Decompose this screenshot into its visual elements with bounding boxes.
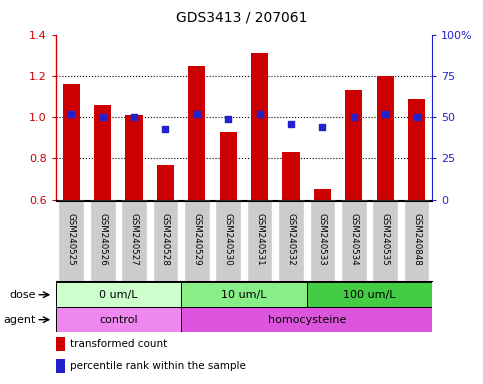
Point — [99, 114, 107, 120]
Bar — [56, 307, 181, 332]
Text: GSM240530: GSM240530 — [224, 213, 233, 266]
Bar — [181, 282, 307, 307]
Text: transformed count: transformed count — [70, 339, 168, 349]
Point — [287, 121, 295, 127]
Text: GSM240848: GSM240848 — [412, 213, 421, 266]
Text: GSM240528: GSM240528 — [161, 213, 170, 266]
Text: 100 um/L: 100 um/L — [343, 290, 396, 300]
FancyBboxPatch shape — [184, 201, 210, 281]
FancyBboxPatch shape — [153, 201, 178, 281]
FancyBboxPatch shape — [404, 201, 429, 281]
Text: GSM240526: GSM240526 — [98, 213, 107, 266]
Bar — [345, 90, 362, 200]
Text: 10 um/L: 10 um/L — [221, 290, 267, 300]
Text: GSM240532: GSM240532 — [286, 213, 296, 266]
FancyBboxPatch shape — [278, 201, 304, 281]
Bar — [307, 282, 432, 307]
Bar — [181, 307, 432, 332]
Point — [256, 111, 264, 117]
Bar — [56, 359, 65, 373]
Text: control: control — [99, 314, 138, 325]
Bar — [157, 165, 174, 200]
FancyBboxPatch shape — [372, 201, 398, 281]
Point — [68, 111, 75, 117]
Text: GSM240525: GSM240525 — [67, 213, 76, 266]
Bar — [220, 132, 237, 200]
Bar — [377, 76, 394, 200]
Bar — [188, 66, 205, 200]
Bar — [63, 84, 80, 200]
Point — [161, 126, 170, 132]
Text: percentile rank within the sample: percentile rank within the sample — [70, 361, 246, 371]
Point — [412, 114, 420, 120]
Text: homocysteine: homocysteine — [268, 314, 346, 325]
Text: 0 um/L: 0 um/L — [99, 290, 138, 300]
Bar — [56, 282, 181, 307]
Bar — [314, 189, 331, 200]
FancyBboxPatch shape — [341, 201, 367, 281]
Point — [193, 111, 201, 117]
Text: GSM240534: GSM240534 — [349, 213, 358, 266]
FancyBboxPatch shape — [121, 201, 147, 281]
Bar — [251, 53, 268, 200]
FancyBboxPatch shape — [247, 201, 272, 281]
FancyBboxPatch shape — [58, 201, 84, 281]
FancyBboxPatch shape — [310, 201, 335, 281]
Point — [350, 114, 357, 120]
Text: GDS3413 / 207061: GDS3413 / 207061 — [176, 10, 307, 24]
Text: GSM240535: GSM240535 — [381, 213, 390, 266]
FancyBboxPatch shape — [90, 201, 115, 281]
FancyBboxPatch shape — [215, 201, 241, 281]
Point — [224, 116, 232, 122]
Bar — [56, 336, 65, 351]
Text: dose: dose — [10, 290, 36, 300]
Text: GSM240533: GSM240533 — [318, 213, 327, 266]
Text: GSM240529: GSM240529 — [192, 213, 201, 266]
Text: GSM240531: GSM240531 — [255, 213, 264, 266]
Bar — [94, 105, 111, 200]
Bar — [408, 99, 425, 200]
Bar — [283, 152, 299, 200]
Point — [319, 124, 327, 130]
Text: GSM240527: GSM240527 — [129, 213, 139, 266]
Text: agent: agent — [4, 314, 36, 325]
Point — [130, 114, 138, 120]
Point — [382, 111, 389, 117]
Bar — [126, 115, 142, 200]
